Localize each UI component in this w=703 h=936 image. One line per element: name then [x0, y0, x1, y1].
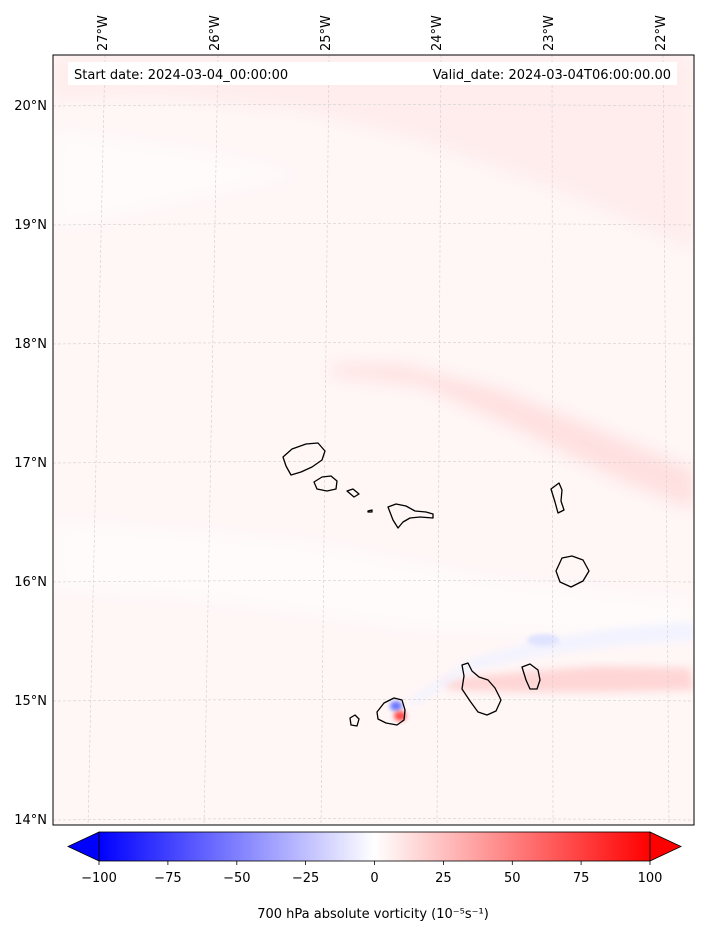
coastlines: [282, 442, 590, 727]
colorbar-tick-label: 25: [435, 871, 452, 886]
colorbar-tick-label: −75: [154, 871, 181, 886]
lon-label: 25°W: [319, 15, 334, 51]
colorbar: −100 −75 −50 −25 0 25 50 75 100 700 hPa …: [67, 831, 682, 922]
lat-label: 20°N: [14, 99, 47, 114]
island-sao-vicente: [313, 475, 338, 492]
colorbar-gradient: [99, 832, 650, 861]
lat-label: 19°N: [14, 218, 47, 233]
island-brava: [349, 714, 360, 727]
lat-label: 17°N: [14, 456, 47, 471]
lat-label: 14°N: [14, 813, 47, 828]
island-sal: [550, 482, 565, 514]
lat-label: 15°N: [14, 694, 47, 709]
colorbar-label: 700 hPa absolute vorticity (10⁻⁵s⁻¹): [257, 907, 489, 922]
start-date-label: Start date: 2024-03-04_00:00:00: [74, 68, 288, 83]
lon-label: 24°W: [430, 15, 445, 51]
vorticity-field: [53, 55, 694, 825]
lon-label: 23°W: [542, 15, 557, 51]
latitude-labels: 20°N 19°N 18°N 17°N 16°N 15°N 14°N: [14, 99, 47, 828]
island-boa-vista: [555, 555, 590, 588]
colorbar-tick-label: 0: [370, 871, 378, 886]
colorbar-max-extend: [649, 831, 682, 862]
lon-label: 27°W: [96, 15, 111, 51]
lon-label: 26°W: [208, 15, 223, 51]
gridlines: [53, 55, 694, 825]
map-frame: [52, 54, 695, 826]
info-box: [68, 62, 677, 85]
valid-date-label: Valid_date: 2024-03-04T06:00:00.00: [433, 68, 671, 83]
lon-label: 22°W: [654, 15, 669, 51]
island-ilheu: [367, 509, 373, 513]
island-santiago: [461, 662, 502, 716]
colorbar-tick-label: 75: [573, 871, 590, 886]
island-santa-luzia: [346, 488, 360, 498]
colorbar-tick-label: 100: [638, 871, 663, 886]
colorbar-tick-label: −25: [292, 871, 319, 886]
colorbar-ticks: [98, 861, 651, 865]
island-sao-nicolau: [387, 503, 434, 529]
island-maio: [521, 663, 541, 690]
colorbar-tick-label: 50: [504, 871, 521, 886]
lat-label: 18°N: [14, 337, 47, 352]
colorbar-tick-label: −50: [223, 871, 250, 886]
island-fogo: [376, 697, 406, 726]
island-santo-antao: [282, 442, 326, 476]
colorbar-tick-label: −100: [81, 871, 117, 886]
colorbar-min-extend: [67, 831, 100, 862]
lat-label: 16°N: [14, 575, 47, 590]
longitude-labels: 27°W 26°W 25°W 24°W 23°W 22°W: [96, 15, 669, 51]
